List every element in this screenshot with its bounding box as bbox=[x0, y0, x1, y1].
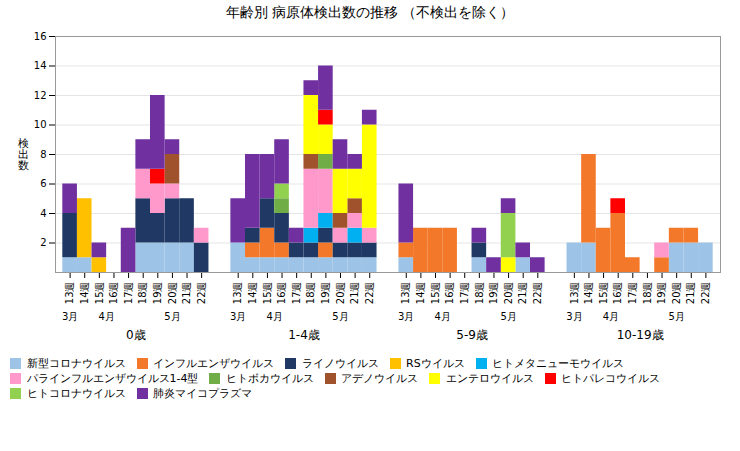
svg-text:22週: 22週 bbox=[196, 282, 207, 305]
svg-text:22週: 22週 bbox=[700, 282, 711, 305]
svg-text:5月: 5月 bbox=[164, 311, 180, 322]
svg-text:14週: 14週 bbox=[583, 282, 594, 305]
svg-text:3月: 3月 bbox=[62, 311, 78, 322]
svg-text:18週: 18週 bbox=[642, 282, 653, 305]
svg-text:13週: 13週 bbox=[569, 282, 580, 305]
svg-text:5月: 5月 bbox=[668, 311, 684, 322]
svg-text:4月: 4月 bbox=[435, 311, 451, 322]
svg-text:22週: 22週 bbox=[532, 282, 543, 305]
svg-text:15週: 15週 bbox=[598, 282, 609, 305]
svg-text:18週: 18週 bbox=[137, 282, 148, 305]
svg-text:20週: 20週 bbox=[335, 282, 346, 305]
svg-text:15週: 15週 bbox=[94, 282, 105, 305]
svg-text:22週: 22週 bbox=[364, 282, 375, 305]
svg-text:20週: 20週 bbox=[167, 282, 178, 305]
svg-text:14週: 14週 bbox=[415, 282, 426, 305]
svg-text:検出数: 検出数 bbox=[18, 137, 29, 172]
svg-text:19週: 19週 bbox=[152, 282, 163, 305]
svg-text:4: 4 bbox=[40, 208, 46, 219]
svg-text:20週: 20週 bbox=[671, 282, 682, 305]
svg-text:14週: 14週 bbox=[79, 282, 90, 305]
svg-text:16週: 16週 bbox=[276, 282, 287, 305]
svg-text:17週: 17週 bbox=[123, 282, 134, 305]
svg-text:2: 2 bbox=[40, 237, 46, 248]
svg-text:4月: 4月 bbox=[267, 311, 283, 322]
svg-text:17週: 17週 bbox=[459, 282, 470, 305]
svg-text:16週: 16週 bbox=[108, 282, 119, 305]
svg-text:8: 8 bbox=[40, 149, 46, 160]
html-text:パラインフルエンザウイルス1-4型: パラインフルエンザウイルス1-4型 bbox=[26, 372, 199, 385]
svg-text:18週: 18週 bbox=[305, 282, 316, 305]
svg-text:14: 14 bbox=[34, 60, 47, 71]
svg-text:16週: 16週 bbox=[444, 282, 455, 305]
svg-text:20週: 20週 bbox=[503, 282, 514, 305]
html-text:ヒトメタニューモウイルス: ヒトメタニューモウイルス bbox=[492, 357, 625, 370]
svg-text:13週: 13週 bbox=[400, 282, 411, 305]
html-text:エンテロウイルス: エンテロウイルス bbox=[446, 372, 534, 385]
svg-text:3月: 3月 bbox=[398, 311, 414, 322]
svg-text:17週: 17週 bbox=[291, 282, 302, 305]
svg-text:17週: 17週 bbox=[627, 282, 638, 305]
html-text:ライノウイルス: ライノウイルス bbox=[301, 357, 379, 370]
svg-text:5月: 5月 bbox=[332, 311, 348, 322]
svg-text:19週: 19週 bbox=[656, 282, 667, 305]
html-text:RSウイルス: RSウイルス bbox=[406, 357, 465, 370]
svg-text:16週: 16週 bbox=[612, 282, 623, 305]
html-text:肺炎マイコプラズマ: 肺炎マイコプラズマ bbox=[153, 387, 252, 400]
svg-text:5-9歳: 5-9歳 bbox=[456, 328, 488, 342]
svg-text:19週: 19週 bbox=[488, 282, 499, 305]
svg-text:18週: 18週 bbox=[474, 282, 485, 305]
html-text:ヒトコロナウイルス: ヒトコロナウイルス bbox=[26, 387, 126, 400]
svg-text:15週: 15週 bbox=[262, 282, 273, 305]
svg-text:12: 12 bbox=[34, 90, 47, 101]
svg-text:5月: 5月 bbox=[500, 311, 516, 322]
svg-text:4月: 4月 bbox=[98, 311, 114, 322]
html-text:ヒトボカウイルス: ヒトボカウイルス bbox=[226, 372, 314, 385]
svg-text:10-19歳: 10-19歳 bbox=[617, 328, 664, 342]
svg-text:21週: 21週 bbox=[181, 282, 192, 305]
svg-text:16: 16 bbox=[34, 31, 47, 42]
svg-text:21週: 21週 bbox=[517, 282, 528, 305]
svg-text:21週: 21週 bbox=[685, 282, 696, 305]
svg-text:13週: 13週 bbox=[64, 282, 75, 305]
html-text:新型コロナウイルス: 新型コロナウイルス bbox=[26, 357, 126, 370]
svg-text:10: 10 bbox=[34, 119, 47, 130]
svg-text:1-4歳: 1-4歳 bbox=[288, 328, 320, 342]
html-text:ヒトパレコウイルス: ヒトパレコウイルス bbox=[561, 372, 661, 385]
svg-text:0歳: 0歳 bbox=[126, 328, 146, 342]
svg-text:21週: 21週 bbox=[349, 282, 360, 305]
svg-text:4月: 4月 bbox=[603, 311, 619, 322]
svg-text:14週: 14週 bbox=[247, 282, 258, 305]
svg-text:13週: 13週 bbox=[232, 282, 243, 305]
html-text:インフルエンザウイルス: インフルエンザウイルス bbox=[153, 357, 274, 370]
svg-text:3月: 3月 bbox=[566, 311, 582, 322]
html-text:アデノウイルス: アデノウイルス bbox=[341, 372, 419, 385]
html-text:年齢別 病原体検出数の推移 （不検出を除く）: 年齢別 病原体検出数の推移 （不検出を除く） bbox=[225, 4, 515, 20]
svg-text:19週: 19週 bbox=[320, 282, 331, 305]
svg-text:3月: 3月 bbox=[230, 311, 246, 322]
svg-text:15週: 15週 bbox=[430, 282, 441, 305]
svg-text:6: 6 bbox=[40, 178, 46, 189]
